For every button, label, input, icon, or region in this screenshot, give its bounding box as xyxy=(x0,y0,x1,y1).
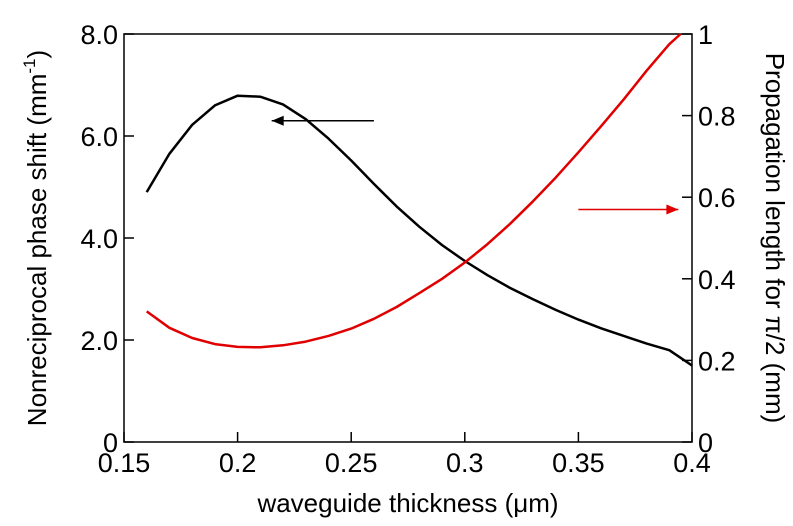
left-y-tick-label-1: 2.0 xyxy=(80,326,118,356)
right-y-tick-label-4: 0.8 xyxy=(698,102,736,132)
right-y-tick-label-3: 0.6 xyxy=(698,183,736,213)
annotation-group xyxy=(271,115,679,215)
right-y-tick-label-0: 0 xyxy=(698,428,713,458)
left-y-axis-ticks: 0 2.0 4.0 6.0 8.0 xyxy=(80,20,134,458)
left-y-tick-label-3: 6.0 xyxy=(80,122,118,152)
plot-border xyxy=(123,33,693,443)
x-tick-label-5: 0.4 xyxy=(673,448,711,478)
plot-frame xyxy=(123,33,693,443)
right-y-tick-label-5: 1 xyxy=(698,20,713,50)
left-y-tick-label-2: 4.0 xyxy=(80,224,118,254)
arrow-head-0 xyxy=(271,115,284,126)
left-y-axis-label: Nonreciprocal phase shift (mm-1) xyxy=(20,50,52,426)
right-y-axis-ticks: 0 0.2 0.4 0.6 0.8 1 xyxy=(682,20,736,458)
x-tick-label-0: 0.15 xyxy=(98,448,151,478)
series-line-0 xyxy=(145,94,693,367)
left-y-tick-label-0: 0 xyxy=(103,428,118,458)
x-tick-label-1: 0.2 xyxy=(219,448,257,478)
left-y-tick-label-4: 8.0 xyxy=(80,20,118,50)
x-tick-label-3: 0.3 xyxy=(446,448,484,478)
x-tick-label-4: 0.35 xyxy=(552,448,605,478)
left-y-axis-label-sup: -1 xyxy=(20,58,39,73)
right-y-axis-label: Propagation length for π/2 (mm) xyxy=(760,53,790,424)
series-group xyxy=(145,33,693,367)
series-line-1 xyxy=(145,33,682,349)
x-axis-ticks: 0.15 0.2 0.25 0.3 0.35 0.4 xyxy=(98,432,711,478)
left-y-axis-label-close: ) xyxy=(22,50,52,59)
right-y-tick-label-2: 0.4 xyxy=(698,265,736,295)
x-axis-label: waveguide thickness (μm) xyxy=(256,488,558,518)
x-tick-label-2: 0.25 xyxy=(325,448,378,478)
arrow-head-1 xyxy=(666,204,679,215)
left-y-axis-label-main: Nonreciprocal phase shift (mm xyxy=(22,74,52,427)
right-y-tick-label-1: 0.2 xyxy=(698,346,736,376)
